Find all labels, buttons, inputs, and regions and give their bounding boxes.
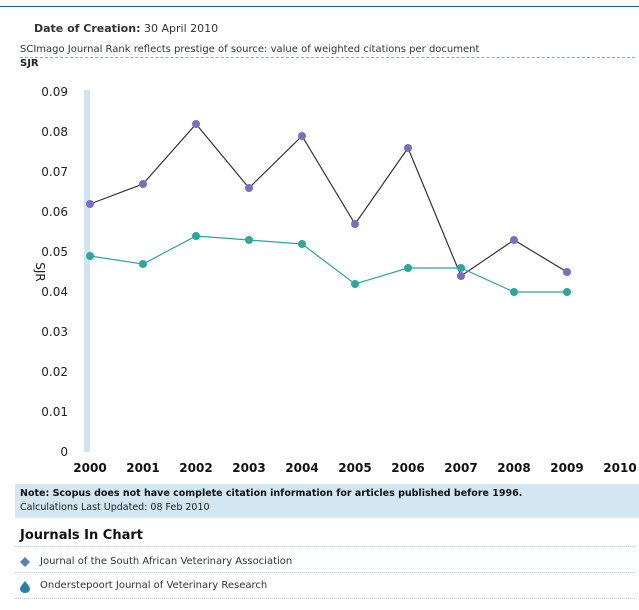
data-point	[245, 236, 253, 244]
x-tick-label: 2001	[126, 461, 159, 475]
data-point	[351, 280, 359, 288]
data-point	[563, 288, 571, 296]
x-tick-label: 2009	[550, 461, 583, 475]
journals-in-chart-title: Journals In Chart	[20, 528, 143, 543]
y-axis-title: SJR	[33, 262, 47, 282]
data-point	[457, 264, 465, 272]
y-tick-label: 0.04	[41, 285, 68, 299]
sjr-tag: SJR	[20, 58, 39, 69]
y-tick-label: 0.01	[41, 405, 68, 419]
creation-date-value: 30 April 2010	[143, 22, 219, 35]
divider	[15, 598, 635, 599]
divider	[15, 546, 635, 547]
x-tick-label: 2005	[338, 461, 371, 475]
y-tick-label: 0.05	[41, 245, 68, 259]
data-point	[86, 200, 94, 208]
series-line-1	[89, 123, 568, 277]
x-tick-label: 2002	[179, 461, 212, 475]
data-point	[404, 144, 412, 152]
data-point	[139, 180, 147, 188]
data-point	[351, 220, 359, 228]
x-tick-label: 2003	[232, 461, 265, 475]
data-point	[86, 252, 94, 260]
legend-item-journal-2[interactable]: Onderstepoort Journal of Veterinary Rese…	[20, 580, 268, 593]
calculation-date: Calculations Last Updated: 08 Feb 2010	[20, 502, 210, 513]
note-band	[15, 484, 639, 518]
y-axis-bar	[84, 90, 90, 452]
legend-label-journal-1: Journal of the South African Veterinary …	[40, 556, 293, 567]
top-rule	[0, 6, 639, 7]
divider	[15, 572, 635, 573]
data-point	[192, 120, 200, 128]
y-tick-label: 0	[60, 445, 68, 459]
legend-label-journal-2: Onderstepoort Journal of Veterinary Rese…	[40, 580, 268, 591]
x-tick-label: 2007	[444, 461, 477, 475]
axes: 0 0.01 0.02 0.03 0.04 0.05 0.06 0.07 0.08 0.09 SJR…	[33, 85, 637, 475]
sjr-description: SCImago Journal Rank reflects prestige o…	[20, 44, 480, 55]
data-point	[404, 264, 412, 272]
series-line-2	[89, 235, 567, 293]
data-point	[139, 260, 147, 268]
data-point	[510, 288, 518, 296]
y-tick-label: 0.09	[41, 85, 68, 99]
creation-date: Date of Creation: 30 April 2010	[34, 22, 218, 35]
sjr-line-chart: 0 0.01 0.02 0.03 0.04 0.05 0.06 0.07 0.08 0.09 SJR…	[33, 85, 637, 475]
data-point	[298, 132, 306, 140]
y-tick-label: 0.07	[41, 165, 68, 179]
data-point	[457, 272, 465, 280]
y-tick-label: 0.02	[41, 365, 68, 379]
data-point	[245, 184, 253, 192]
data-point	[563, 268, 571, 276]
diamond-icon	[20, 556, 30, 567]
drop-icon	[20, 580, 30, 593]
x-tick-label: 2008	[497, 461, 530, 475]
creation-date-label: Date of Creation:	[34, 22, 141, 35]
x-tick-label: 2006	[391, 461, 424, 475]
series-layer	[86, 120, 571, 296]
x-tick-label: 2000	[73, 461, 106, 475]
citation-note: Note: Scopus does not have complete cita…	[20, 488, 523, 499]
y-tick-label: 0.06	[41, 205, 68, 219]
legend-item-journal-1[interactable]: Journal of the South African Veterinary …	[20, 556, 292, 567]
data-point	[298, 240, 306, 248]
y-tick-label: 0.08	[41, 125, 68, 139]
data-point	[510, 236, 518, 244]
x-tick-label: 2004	[285, 461, 318, 475]
x-tick-label: 2010	[603, 461, 636, 475]
data-point	[192, 232, 200, 240]
description-rule	[20, 57, 635, 58]
y-tick-label: 0.03	[41, 325, 68, 339]
